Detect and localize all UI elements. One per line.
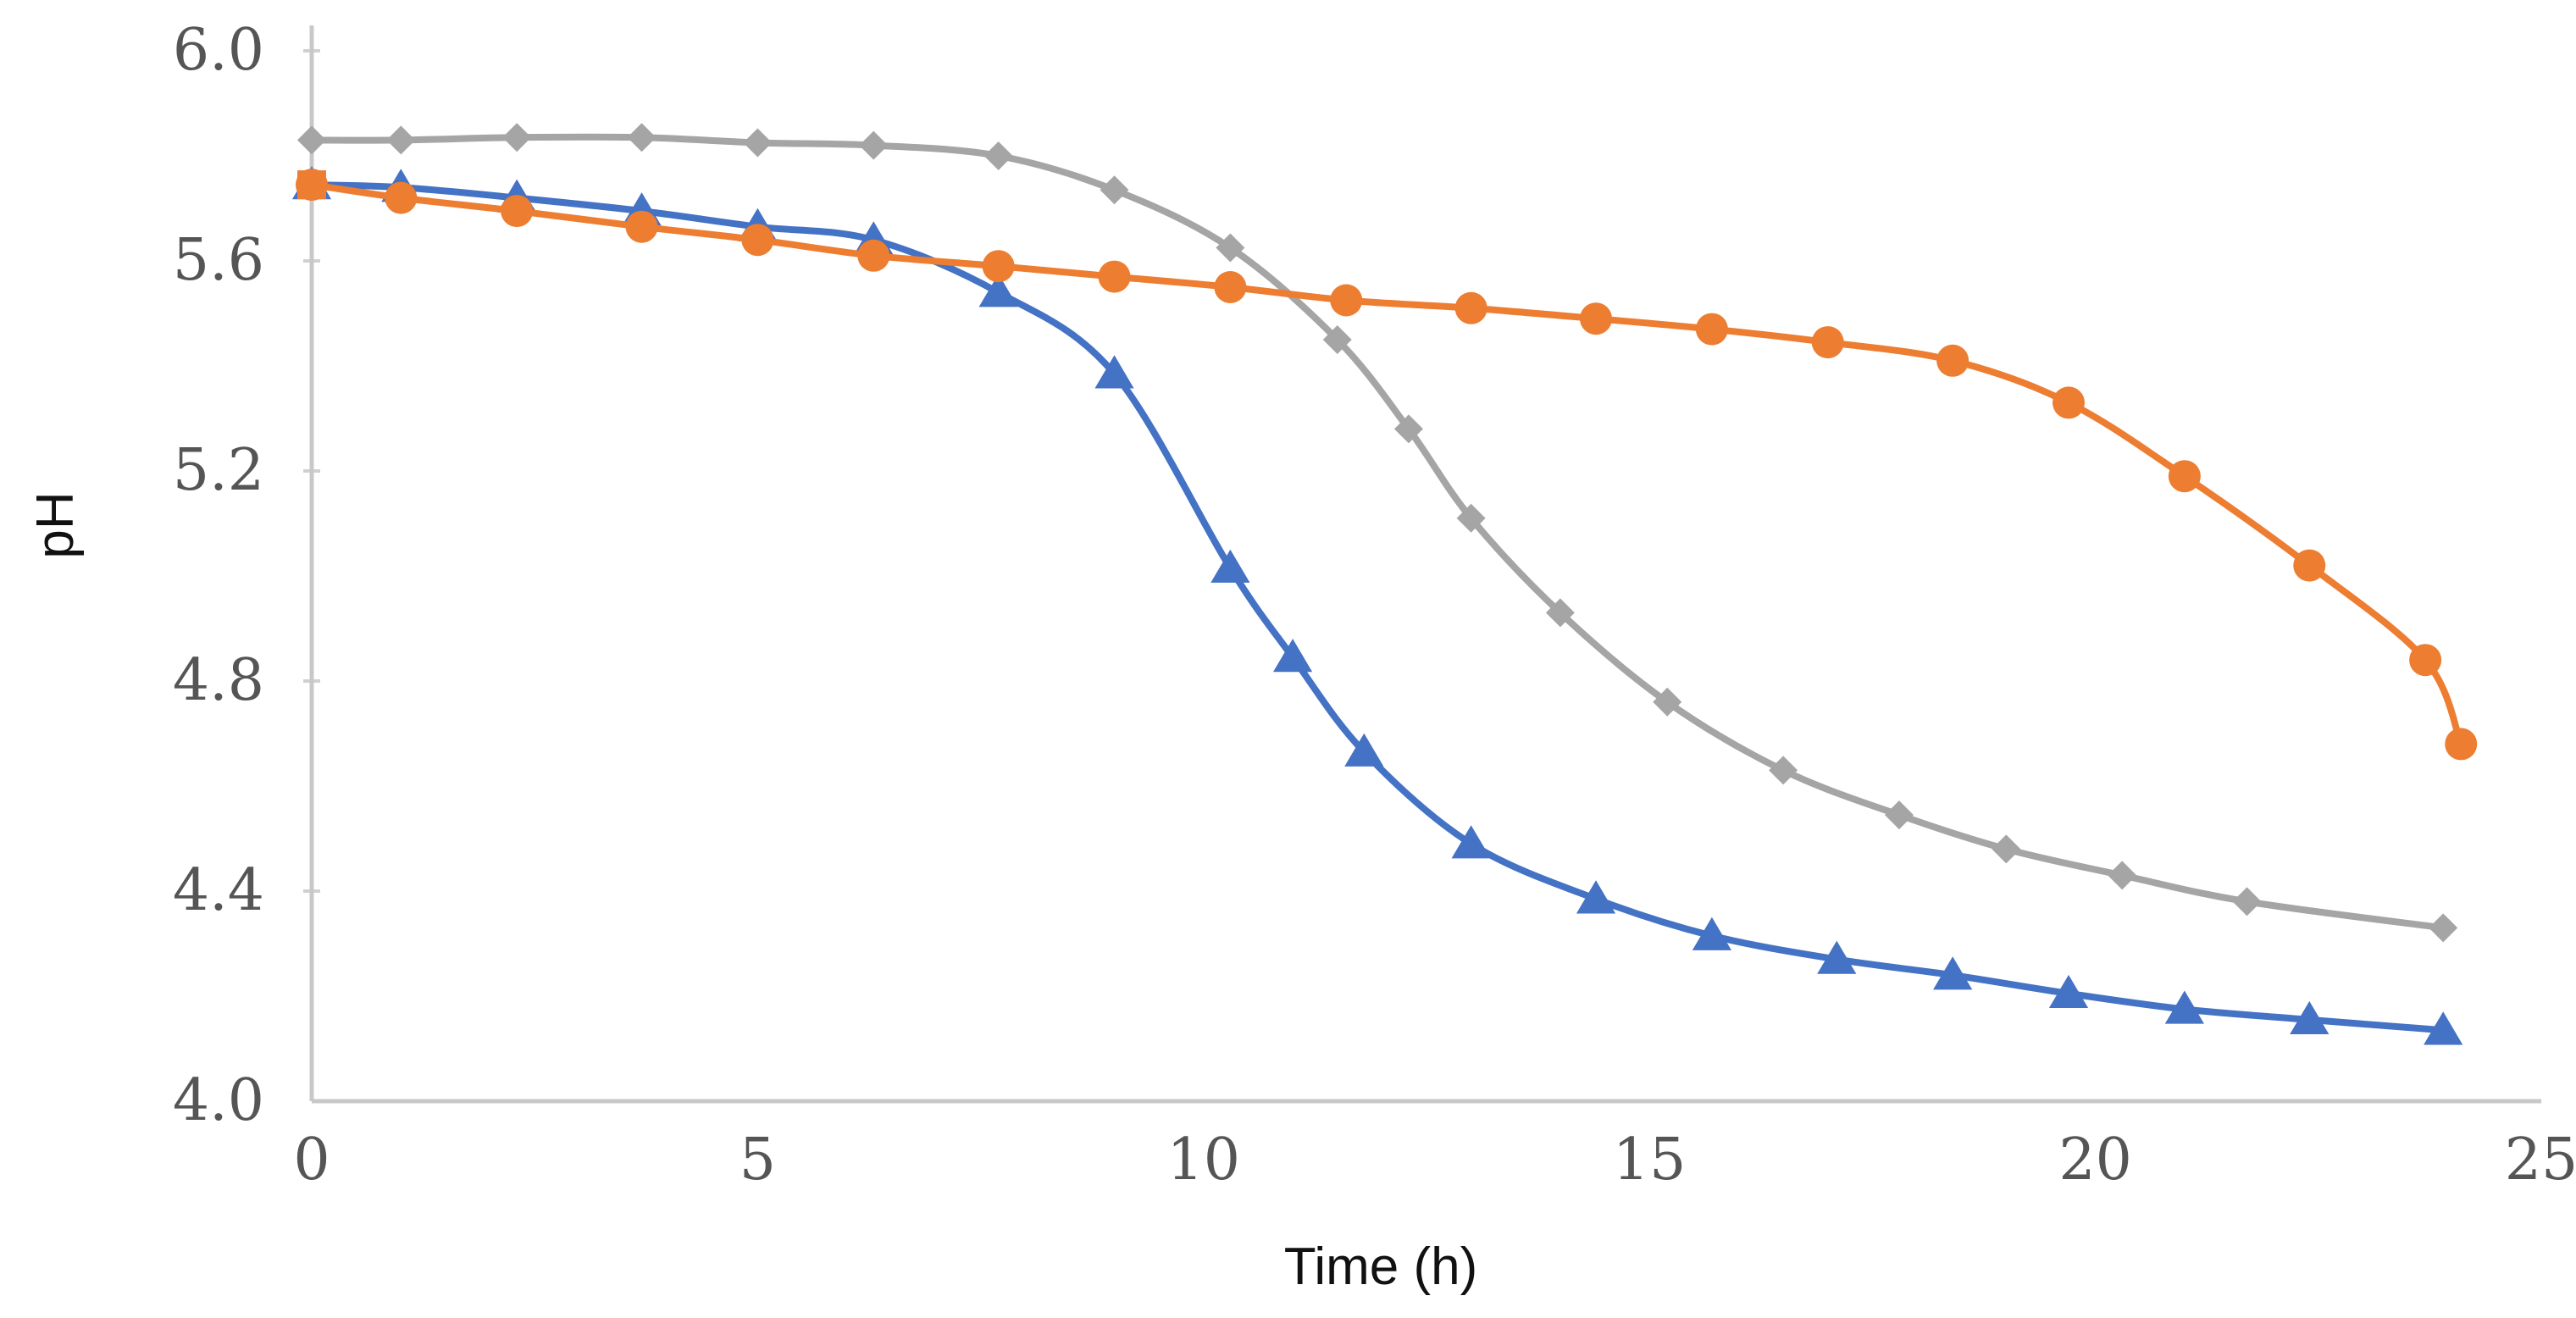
y-tick-label: 4.4: [173, 857, 264, 924]
data-point-gray-diamond: [1992, 834, 2021, 864]
data-point-gray-diamond: [859, 130, 889, 160]
data-point-orange-circle: [1214, 271, 1247, 303]
y-tick-label: 6.0: [173, 17, 264, 84]
x-tick-label: 10: [1167, 1127, 1241, 1193]
data-point-gray-diamond: [297, 125, 326, 155]
x-tick-label: 25: [2505, 1127, 2576, 1193]
data-point-gray-diamond: [2108, 861, 2137, 890]
data-point-orange-circle: [2445, 728, 2478, 761]
data-point-orange-circle: [1695, 313, 1728, 346]
series-line-gray-diamond: [308, 133, 2447, 932]
data-point-blue-triangle: [1692, 917, 1731, 950]
series-line-blue-triangle: [308, 181, 2447, 1034]
data-point-orange-circle: [1098, 260, 1131, 293]
y-axis-tick-labels: 4.0 4.4 4.8 5.2 5.6 6.0: [173, 17, 264, 1134]
data-point-orange-circle: [2409, 644, 2442, 677]
x-axis-tick-labels: 0 5 10 15 20 25: [293, 1127, 2576, 1193]
data-point-gray-diamond: [1653, 687, 1682, 717]
y-tick-label: 5.6: [173, 227, 264, 294]
y-tick-label: 4.8: [173, 647, 264, 714]
series-blue-triangle: [291, 166, 2463, 1045]
data-point-gray-diamond: [1769, 756, 1798, 785]
data-point-orange-circle: [1936, 344, 1969, 377]
data-point-orange-circle: [1580, 302, 1613, 335]
x-tick-label: 5: [740, 1127, 776, 1193]
series-group: [291, 123, 2478, 1045]
data-point-blue-triangle: [1817, 940, 1857, 974]
x-axis-title: Time (h): [1284, 1238, 1477, 1296]
data-point-blue-triangle: [2048, 974, 2089, 1009]
data-point-orange-circle: [1811, 326, 1844, 359]
data-point-gray-diamond: [627, 123, 656, 152]
data-point-gray-diamond: [1322, 325, 1352, 354]
x-tick-label: 0: [293, 1127, 330, 1193]
series-gray-diamond: [297, 123, 2458, 943]
data-point-orange-circle: [2168, 460, 2201, 493]
data-point-start-square: [297, 170, 326, 200]
data-point-orange-circle: [385, 181, 418, 214]
series-orange-circle: [296, 169, 2478, 761]
data-point-orange-circle: [741, 224, 774, 257]
x-tick-label: 15: [1613, 1127, 1687, 1193]
data-point-orange-circle: [2052, 386, 2086, 419]
data-point-gray-diamond: [502, 123, 532, 152]
y-axis-title: pH: [26, 491, 85, 558]
data-point-orange-circle: [857, 239, 890, 272]
data-point-blue-triangle: [2424, 1011, 2463, 1045]
data-point-gray-diamond: [1100, 175, 1129, 205]
y-tick-label: 5.2: [173, 437, 264, 504]
data-point-gray-diamond: [1393, 414, 1423, 444]
data-point-blue-triangle: [1094, 355, 1134, 389]
data-point-blue-triangle: [2164, 990, 2204, 1024]
data-point-gray-diamond: [386, 125, 416, 155]
data-point-gray-diamond: [2429, 913, 2458, 943]
data-point-blue-triangle: [1576, 880, 1616, 914]
data-point-gray-diamond: [2232, 887, 2262, 917]
data-point-orange-circle: [1454, 291, 1487, 324]
data-point-blue-triangle: [2290, 1000, 2329, 1035]
data-point-gray-diamond: [1216, 233, 1245, 263]
data-point-orange-circle: [501, 195, 534, 228]
data-point-orange-circle: [1330, 284, 1363, 317]
data-point-gray-diamond: [983, 141, 1013, 170]
data-point-gray-diamond: [1545, 598, 1575, 628]
x-tick-label: 20: [2058, 1127, 2132, 1193]
data-point-orange-circle: [2293, 549, 2326, 582]
data-point-gray-diamond: [1456, 503, 1486, 533]
data-point-blue-triangle: [1451, 825, 1491, 859]
data-point-gray-diamond: [743, 128, 773, 158]
data-point-blue-triangle: [978, 274, 1018, 307]
y-tick-label: 4.0: [173, 1067, 264, 1134]
data-point-blue-triangle: [1272, 639, 1313, 673]
data-point-blue-triangle: [1933, 956, 1973, 990]
data-point-orange-circle: [982, 250, 1015, 283]
series-line-orange-circle: [308, 181, 2465, 748]
data-point-blue-triangle: [1210, 549, 1250, 583]
data-point-orange-circle: [625, 210, 658, 243]
data-point-gray-diamond: [1884, 800, 1914, 830]
data-point-blue-triangle: [1344, 733, 1384, 767]
